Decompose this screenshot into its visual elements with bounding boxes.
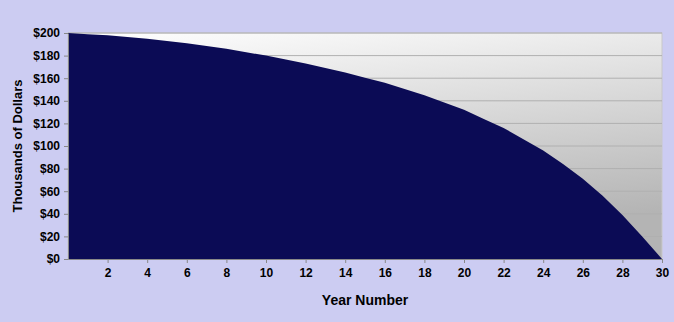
y-tick-label: $80 [40, 162, 60, 176]
y-tick-label: $20 [40, 230, 60, 244]
y-tick: $120 [33, 117, 68, 131]
x-tick: 6 [184, 259, 191, 280]
x-tick-label: 8 [224, 266, 231, 280]
x-tick-mark [147, 259, 148, 263]
x-tick-label: 18 [418, 266, 432, 280]
y-tick-mark [64, 191, 68, 192]
x-tick: 18 [418, 259, 432, 280]
x-tick: 4 [144, 259, 151, 280]
x-tick-mark [424, 259, 425, 263]
y-tick-mark [64, 33, 68, 34]
x-tick-mark [583, 259, 584, 263]
x-tick: 10 [260, 259, 274, 280]
y-tick-mark [64, 146, 68, 147]
x-tick-label: 16 [379, 266, 393, 280]
x-tick: 28 [616, 259, 630, 280]
y-tick-label: $160 [33, 72, 60, 86]
x-tick-label: 6 [184, 266, 191, 280]
x-tick: 12 [299, 259, 313, 280]
x-tick-mark [187, 259, 188, 263]
y-tick: $200 [33, 26, 68, 40]
x-tick: 8 [224, 259, 231, 280]
y-tick: $100 [33, 139, 68, 153]
y-tick-mark [64, 236, 68, 237]
x-tick: 26 [577, 259, 591, 280]
x-tick-mark [464, 259, 465, 263]
x-axis-title: Year Number [322, 292, 409, 308]
y-tick-label: $120 [33, 117, 60, 131]
area [68, 33, 662, 259]
x-tick: 2 [105, 259, 112, 280]
x-tick-label: 4 [144, 266, 151, 280]
y-axis-title: Thousands of Dollars [10, 80, 25, 213]
x-tick-label: 14 [339, 266, 353, 280]
y-axis: $0 $20 $40 $60 $80 $100 $120 $140 $160 $180 $200 [33, 26, 68, 266]
x-tick-label: 28 [616, 266, 630, 280]
y-tick-label: $180 [33, 49, 60, 63]
y-axis-line [68, 34, 69, 260]
y-tick-mark [64, 56, 68, 57]
x-axis: 24681012141618202224262830 [69, 259, 670, 280]
chart: $0$20$40$60$80$100$120$140$160$180$20024… [0, 0, 674, 322]
y-tick: $0 [47, 252, 68, 266]
y-tick: $160 [33, 72, 68, 86]
y-tick-mark [64, 78, 68, 79]
x-tick-label: 22 [497, 266, 511, 280]
x-tick-mark [226, 259, 227, 263]
x-tick-mark [345, 259, 346, 263]
x-axis-line [69, 259, 663, 260]
x-tick-mark [543, 259, 544, 263]
x-tick: 24 [537, 259, 551, 280]
y-tick-mark [64, 214, 68, 215]
x-tick-mark [306, 259, 307, 263]
y-tick-label: $40 [40, 207, 60, 221]
y-tick: $180 [33, 49, 68, 63]
x-tick-mark [504, 259, 505, 263]
plot-background [68, 33, 662, 259]
x-tick-mark [385, 259, 386, 263]
y-tick: $60 [40, 185, 68, 199]
y-tick-label: $60 [40, 185, 60, 199]
y-tick-mark [64, 259, 68, 260]
x-tick-label: 2 [105, 266, 112, 280]
y-tick-mark [64, 169, 68, 170]
y-tick: $140 [33, 94, 68, 108]
x-tick: 16 [379, 259, 393, 280]
marks [68, 33, 662, 259]
x-tick-label: 30 [656, 266, 670, 280]
y-tick-mark [64, 101, 68, 102]
x-tick: 22 [497, 259, 511, 280]
x-tick-mark [266, 259, 267, 263]
plot: $0$20$40$60$80$100$120$140$160$180$20024… [33, 26, 669, 279]
grid [68, 33, 662, 259]
x-tick: 30 [656, 259, 670, 280]
y-tick-label: $200 [33, 26, 60, 40]
x-tick: 20 [458, 259, 472, 280]
grid-line [68, 33, 662, 34]
x-tick-mark [622, 259, 623, 263]
x-tick-mark [662, 259, 663, 263]
y-tick: $20 [40, 230, 68, 244]
y-tick-label: $100 [33, 139, 60, 153]
x-tick-label: 10 [260, 266, 274, 280]
x-tick-label: 24 [537, 266, 551, 280]
y-tick-label: $0 [47, 252, 61, 266]
x-tick-label: 26 [577, 266, 591, 280]
y-tick-label: $140 [33, 94, 60, 108]
y-tick-mark [64, 123, 68, 124]
x-tick-label: 20 [458, 266, 472, 280]
x-tick: 14 [339, 259, 353, 280]
x-tick-mark [108, 259, 109, 263]
y-tick: $80 [40, 162, 68, 176]
x-tick-label: 12 [299, 266, 313, 280]
y-tick: $40 [40, 207, 68, 221]
